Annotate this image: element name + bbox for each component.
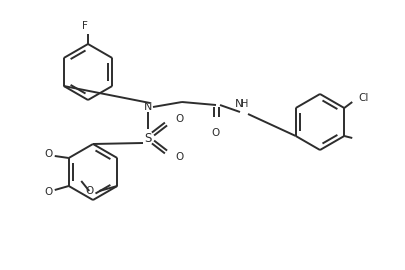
- Text: O: O: [85, 186, 93, 196]
- Text: F: F: [82, 21, 88, 31]
- Text: O: O: [212, 128, 220, 138]
- Text: Cl: Cl: [358, 93, 369, 103]
- Text: H: H: [241, 99, 249, 109]
- Text: O: O: [175, 152, 183, 162]
- Text: O: O: [45, 149, 53, 159]
- Text: N: N: [235, 99, 243, 109]
- Text: N: N: [144, 102, 152, 112]
- Text: S: S: [144, 131, 152, 144]
- Text: O: O: [45, 187, 53, 197]
- Text: O: O: [175, 114, 183, 124]
